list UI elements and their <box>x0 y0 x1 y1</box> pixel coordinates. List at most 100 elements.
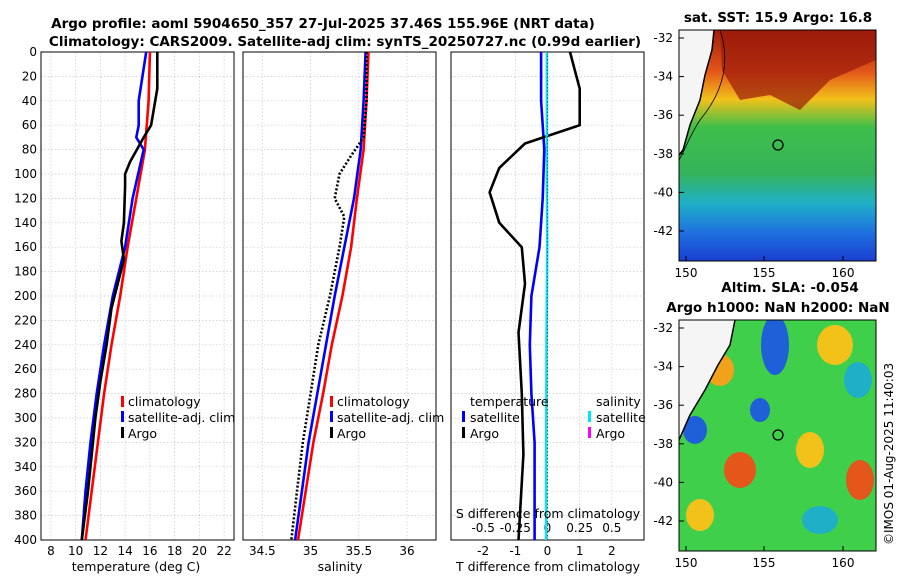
legend-salinity: climatology satellite-adj. clim Argo <box>330 394 444 441</box>
s-tick-label: 0.5 <box>602 521 621 535</box>
sla-blob <box>761 320 789 375</box>
series-salinity-satellite <box>544 52 549 540</box>
sst-map-title: sat. SST: 15.9 Argo: 16.8 <box>684 10 872 26</box>
xlabel-temperature: temperature (deg C) <box>72 559 201 574</box>
series-climatology <box>296 52 370 540</box>
map-y-tick-label: -42 <box>653 514 673 528</box>
y-tick-label: 20 <box>22 69 37 83</box>
legend-swatch-sal-argo <box>588 427 591 438</box>
sst-map: sat. SST: 15.9 Argo: 16.8 150 155 160 -32 -3… <box>653 10 877 280</box>
legend-swatch-climatology <box>121 396 124 407</box>
y-tick-label: 320 <box>14 435 37 449</box>
legend-label-satellite: satellite-adj. clim <box>128 410 235 425</box>
x-tick-label: 34.5 <box>249 544 276 558</box>
y-tick-label: 0 <box>29 45 37 59</box>
sla-map-frame <box>678 319 877 552</box>
legend-swatch-climatology <box>330 396 333 407</box>
sst-contour <box>679 30 726 161</box>
y-tick-label: 360 <box>14 484 37 498</box>
map-y-tick-label: -40 <box>653 185 673 199</box>
series-temperature-argo <box>488 52 582 540</box>
legend-label-climatology: climatology <box>128 394 201 409</box>
panel-frame <box>242 51 437 541</box>
y-tick-label: 200 <box>14 289 37 303</box>
sla-map-ticks: 150 155 160 -32 -34 -36 -38 -40 -42 <box>653 321 854 570</box>
sla-map-title-line2: Argo h1000: NaN h2000: NaN <box>666 300 889 316</box>
map-y-tick-label: -38 <box>653 147 673 161</box>
y-tick-label: 80 <box>22 143 37 157</box>
map-x-tick-label: 150 <box>675 556 698 570</box>
y-tick-label: 300 <box>14 411 37 425</box>
map-y-tick-label: -36 <box>653 108 673 122</box>
sla-blob <box>796 432 824 468</box>
x-tick-label: 1 <box>576 544 584 558</box>
sla-blob <box>686 499 714 531</box>
legend-swatch-satellite <box>330 411 333 422</box>
y-tick-label: 220 <box>14 313 37 327</box>
panel-frame <box>40 51 235 541</box>
legend-swatch-satellite <box>121 411 124 422</box>
map-y-tick-label: -34 <box>653 360 673 374</box>
x-tick-label: -1 <box>509 544 521 558</box>
sla-blob <box>817 325 853 365</box>
sst-map-ticks: 150 155 160 -32 -34 -36 -38 -40 -42 <box>653 31 854 280</box>
legend-diff-temp-title: temperature <box>470 394 549 409</box>
x-tick-label: 18 <box>167 544 182 558</box>
figure-title-line2: Climatology: CARS2009. Satellite-adj cli… <box>49 34 641 50</box>
legend-swatch-argo <box>121 427 124 438</box>
xlabel-t-difference: T difference from climatology <box>455 559 641 574</box>
x-tick-label: 16 <box>142 544 157 558</box>
legend-label-temp-satellite: satellite <box>470 410 520 425</box>
series-temperature-satellite <box>528 52 546 540</box>
panel-lines <box>80 52 159 540</box>
map-y-tick-label: -32 <box>653 31 673 45</box>
s-tick-label: -0.5 <box>471 521 494 535</box>
x-tick-label: -2 <box>477 544 489 558</box>
x-tick-label: 36 <box>399 544 414 558</box>
sla-blobs <box>683 320 874 534</box>
legend-diff-sal-title: salinity <box>596 394 641 409</box>
map-x-tick-label: 150 <box>675 266 698 280</box>
sst-map-frame <box>678 29 877 262</box>
series-satellite-adj-clim <box>80 52 148 540</box>
map-x-tick-label: 155 <box>753 266 776 280</box>
x-tick-label: 35.5 <box>345 544 372 558</box>
legend-temperature: climatology satellite-adj. clim Argo <box>121 394 235 441</box>
sla-coastline <box>679 320 736 441</box>
y-tick-label: 340 <box>14 460 37 474</box>
panel-lines <box>488 52 582 540</box>
credit-stamp: ©IMOS 01-Aug-2025 11:40:03 <box>882 363 896 545</box>
sst-land <box>679 30 714 155</box>
legend-label-sal-argo: Argo <box>596 426 625 441</box>
y-tick-label: 180 <box>14 265 37 279</box>
x-tick-label: 8 <box>47 544 55 558</box>
map-y-tick-label: -38 <box>653 437 673 451</box>
y-tick-label: 260 <box>14 362 37 376</box>
x-tick-label: 20 <box>192 544 207 558</box>
panel-lines <box>290 52 370 540</box>
sla-blob <box>844 362 872 398</box>
x-tick-label: 35 <box>303 544 318 558</box>
figure-title-line1: Argo profile: aoml 5904650_357 27-Jul-20… <box>51 16 595 32</box>
sla-blob <box>802 506 838 534</box>
profile-lines <box>80 52 582 540</box>
x-tick-label: 14 <box>117 544 132 558</box>
axes: 8 10 12 14 16 18 20 220204060801001201401601802… <box>14 45 645 558</box>
legend-swatch-argo <box>330 427 333 438</box>
y-tick-label: 60 <box>22 118 37 132</box>
x-tick-label: 10 <box>68 544 83 558</box>
sla-blob <box>724 452 756 488</box>
sst-argo-marker <box>772 139 784 151</box>
legend-label-temp-argo: Argo <box>470 426 499 441</box>
sst-coastline <box>679 30 715 156</box>
map-y-tick-label: -40 <box>653 475 673 489</box>
sst-warm-core <box>720 30 876 110</box>
sla-blob <box>683 416 707 444</box>
map-y-tick-label: -36 <box>653 398 673 412</box>
legend-swatch-temp-argo <box>462 427 465 438</box>
y-tick-label: 160 <box>14 240 37 254</box>
legend-label-satellite: satellite-adj. clim <box>337 410 444 425</box>
xlabel-s-difference: S difference from climatology <box>456 506 641 521</box>
map-y-tick-label: -42 <box>653 224 673 238</box>
y-tick-label: 240 <box>14 338 37 352</box>
